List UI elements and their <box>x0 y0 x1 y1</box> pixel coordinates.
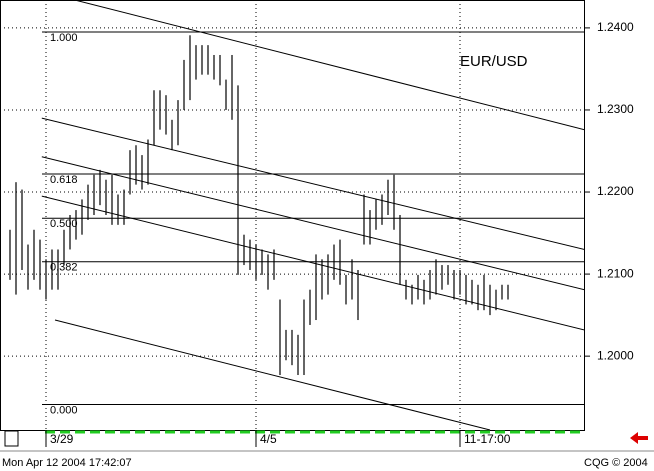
trend-line <box>41 195 584 331</box>
trend-line <box>41 156 584 291</box>
y-tick-label: 1.2000 <box>597 348 634 362</box>
y-tick-label: 1.2300 <box>597 102 634 116</box>
trend-line <box>54 319 491 430</box>
trend-line <box>74 0 584 131</box>
x-tick-label: 11-17:00 <box>464 432 511 446</box>
back-arrow[interactable] <box>630 432 648 444</box>
chart-title: EUR/USD <box>460 53 528 70</box>
plot <box>0 0 584 430</box>
y-tick-label: 1.2200 <box>597 184 634 198</box>
y-tick-label: 1.2400 <box>597 20 634 34</box>
x-tick-label: 3/29 <box>50 432 74 446</box>
fib-label: 0.000 <box>50 404 78 416</box>
fib-label: 0.618 <box>50 174 78 186</box>
fib-label: 1.000 <box>50 32 78 44</box>
y-tick-label: 1.2100 <box>597 266 634 280</box>
trend-line <box>41 117 584 250</box>
status-timestamp: Mon Apr 12 2004 17:42:07 <box>2 457 132 469</box>
status-copyright: CQG © 2004 <box>584 457 648 469</box>
fib-label: 0.382 <box>50 262 78 274</box>
scroll-box[interactable] <box>4 430 19 447</box>
x-tick-label: 4/5 <box>260 432 277 446</box>
fib-label: 0.500 <box>50 218 78 230</box>
